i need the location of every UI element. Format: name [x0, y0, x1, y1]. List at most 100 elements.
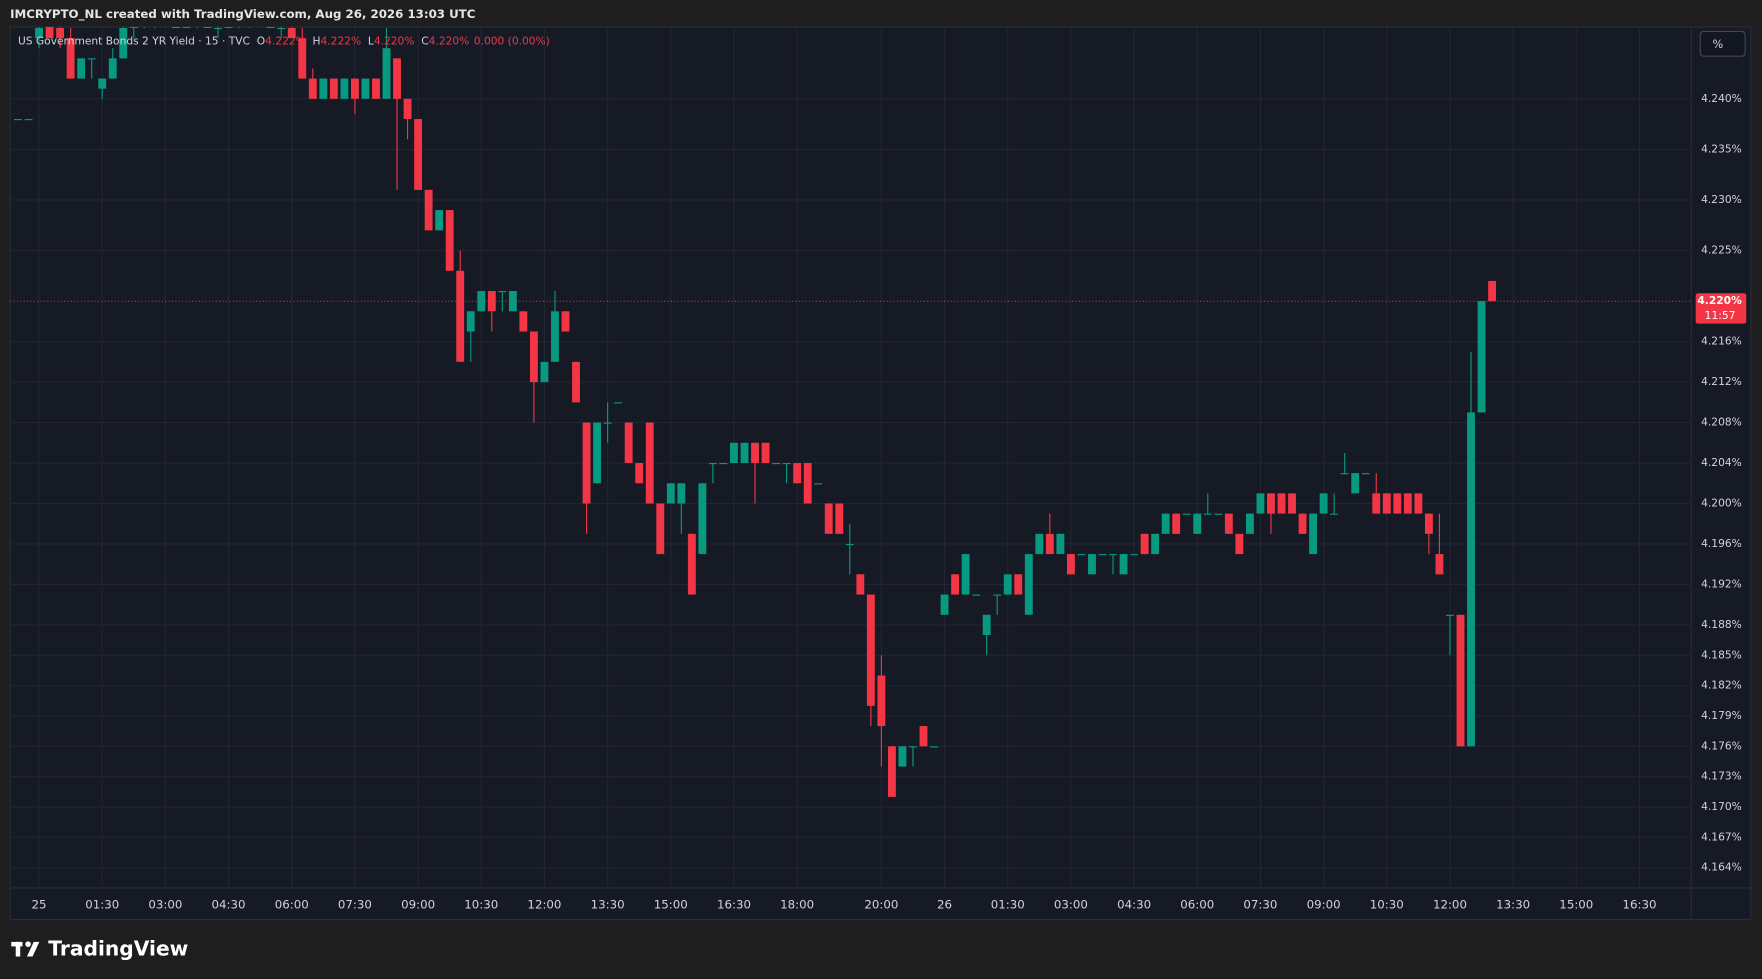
candle-body	[1382, 493, 1391, 514]
candle-body	[930, 746, 938, 748]
y-tick-label: 4.208%	[1701, 416, 1742, 429]
candle-body	[1224, 513, 1233, 534]
candle-body	[466, 311, 475, 332]
candle-body	[182, 26, 191, 28]
x-tick-label: 20:00	[864, 897, 898, 911]
x-tick-label: 03:00	[148, 897, 182, 911]
candle-body	[214, 27, 222, 30]
x-tick-label: 07:30	[338, 897, 372, 911]
candle-body	[277, 27, 286, 30]
legend: US Government Bonds 2 YR Yield · 15 · TV…	[18, 35, 550, 48]
x-tick-label: 04:30	[212, 897, 246, 911]
candle-body	[1435, 554, 1444, 575]
scale-button-label[interactable]: %	[1713, 38, 1724, 51]
x-tick-label: 10:30	[464, 897, 498, 911]
candle-body	[624, 422, 633, 464]
x-tick-label: 15:00	[654, 897, 688, 911]
candle-body	[551, 311, 559, 362]
candle-body	[835, 503, 844, 534]
candle-body	[1488, 280, 1497, 302]
x-tick-label: 01:30	[85, 897, 119, 911]
candle-body	[951, 574, 960, 595]
candle-body	[814, 483, 823, 485]
candle-body	[66, 38, 75, 79]
candle-body	[1467, 412, 1475, 747]
countdown-label: 11:57	[1705, 309, 1736, 322]
candle-body	[782, 463, 791, 465]
candle-body	[1203, 513, 1212, 515]
candle-body	[1372, 493, 1381, 514]
x-tick-label: 07:30	[1243, 897, 1277, 911]
candle-body	[593, 422, 602, 484]
x-tick-label: 13:30	[1496, 897, 1530, 911]
y-tick-label: 4.200%	[1701, 496, 1742, 509]
y-tick-label: 4.188%	[1701, 618, 1742, 631]
candle-body	[14, 119, 22, 121]
candle-body	[1109, 554, 1117, 556]
candle-body	[898, 746, 907, 767]
candle-body	[1235, 533, 1244, 555]
candle-body	[403, 98, 412, 120]
candle-body	[1098, 554, 1107, 556]
y-tick-label: 4.225%	[1701, 244, 1742, 257]
candle-body	[129, 26, 138, 28]
brand-logo	[11, 941, 40, 957]
candle-body	[1056, 533, 1065, 555]
candle-body	[772, 463, 781, 465]
candle-body	[1119, 554, 1128, 575]
candle-body	[698, 483, 707, 555]
legend-ohlc-label: L	[368, 35, 374, 48]
x-tick-label: 16:30	[717, 897, 751, 911]
candle-body	[319, 78, 328, 99]
scale-button[interactable]	[1699, 30, 1746, 57]
y-tick-label: 4.167%	[1701, 830, 1742, 843]
candle-body	[298, 38, 307, 79]
x-tick-label: 06:00	[275, 897, 309, 911]
candle-body	[1088, 554, 1096, 575]
candle-body	[1193, 513, 1202, 534]
candle-body	[940, 594, 949, 615]
candle-body	[687, 533, 696, 595]
legend-ohlc-label: C	[421, 35, 428, 48]
legend-ohlc-value: 4.222%	[321, 35, 362, 48]
candle-body	[708, 463, 717, 465]
candle-body	[751, 442, 759, 464]
candle-body	[529, 331, 538, 383]
candle-body	[224, 26, 233, 28]
legend-ohlc-value: 4.220%	[429, 35, 470, 48]
candle-body	[1161, 513, 1170, 534]
candle-body	[761, 442, 770, 464]
candle-body	[308, 78, 317, 99]
legend-ohlc-value: 4.222%	[265, 35, 306, 48]
candle-body	[635, 463, 644, 484]
legend-ohlc-label: O	[257, 35, 265, 48]
candle-body	[519, 311, 528, 332]
legend-title: US Government Bonds 2 YR Yield · 15 · TV…	[18, 35, 250, 48]
candle-body	[1035, 533, 1044, 555]
candle-body	[382, 48, 391, 99]
y-tick-label: 4.204%	[1701, 456, 1742, 469]
y-tick-label: 4.182%	[1701, 679, 1742, 692]
candle-body	[77, 58, 86, 79]
candle-body	[1267, 493, 1275, 514]
candle-body	[1477, 301, 1486, 413]
candle-body	[793, 463, 802, 484]
candle-body	[477, 291, 486, 312]
candle-body	[1351, 473, 1360, 494]
x-tick-label: 25	[32, 897, 47, 911]
legend-ohlc-value: 4.220%	[374, 35, 415, 48]
candle-body	[540, 361, 549, 383]
y-tick-label: 4.235%	[1701, 142, 1742, 155]
candle-body	[1014, 574, 1023, 595]
candle-body	[1277, 493, 1286, 514]
candle-body	[666, 483, 675, 504]
candle-body	[572, 361, 580, 403]
candle-body	[1456, 614, 1465, 747]
chart-frame	[9, 26, 1752, 920]
candle-body	[119, 27, 128, 59]
y-tick-label: 4.212%	[1701, 375, 1742, 388]
x-tick-label: 06:00	[1180, 897, 1214, 911]
candle-body	[887, 746, 896, 797]
candle-body	[1151, 533, 1160, 555]
